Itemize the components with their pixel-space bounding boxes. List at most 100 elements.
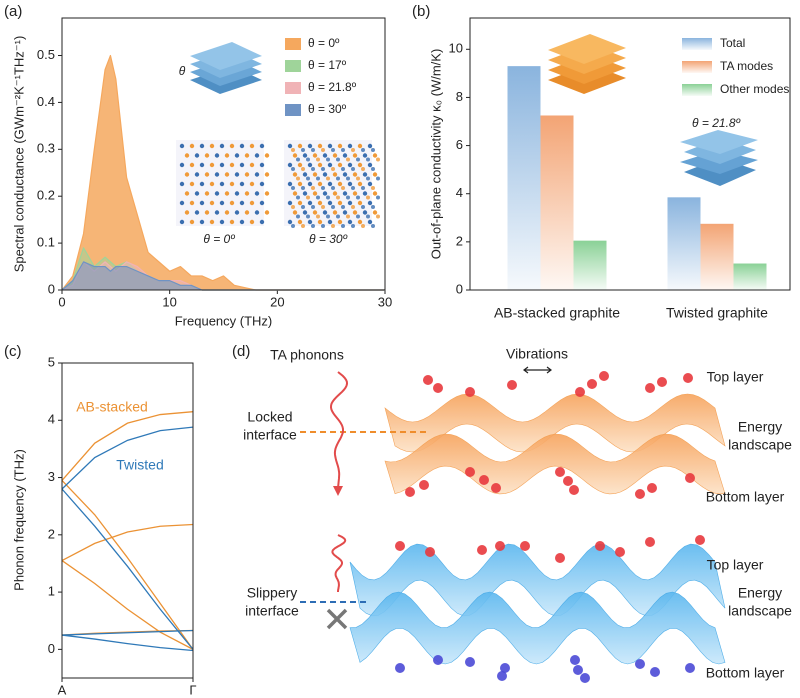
atom	[189, 200, 195, 206]
atom	[259, 143, 265, 149]
diagram-label: landscape	[728, 603, 792, 619]
atom	[307, 162, 313, 168]
atom	[244, 191, 250, 196]
atom	[317, 219, 323, 225]
atom	[297, 143, 303, 149]
atom	[316, 195, 320, 200]
x-tick-label: 0	[58, 294, 65, 309]
legend-swatch	[682, 84, 712, 96]
y-tick-label: 0.4	[37, 94, 55, 109]
y-tick-label: 3	[48, 469, 55, 484]
dispersion-branch	[61, 629, 194, 636]
atom	[357, 200, 363, 206]
atom	[322, 153, 328, 158]
atom	[292, 191, 298, 196]
legend-label: θ = 30º	[308, 102, 347, 116]
y-tick-label: 0	[48, 641, 55, 656]
atom	[361, 186, 365, 190]
atom	[214, 153, 220, 158]
atom	[465, 467, 475, 477]
atom	[296, 157, 300, 162]
atom	[372, 172, 378, 177]
atom	[362, 210, 368, 215]
atom	[327, 143, 333, 149]
atom	[367, 200, 373, 206]
atom	[352, 191, 358, 196]
atom	[362, 153, 368, 158]
atom	[376, 176, 380, 181]
atom	[219, 200, 225, 206]
atom	[312, 210, 318, 215]
atom	[341, 186, 345, 190]
atom	[239, 143, 245, 149]
atom	[179, 162, 185, 168]
atom	[366, 157, 370, 162]
atom	[311, 186, 315, 190]
atom	[366, 195, 370, 200]
atom	[306, 195, 310, 200]
series-label: AB-stacked	[76, 399, 148, 415]
atom	[342, 172, 348, 177]
atom	[337, 200, 343, 206]
atom	[194, 153, 200, 158]
x-tick-label: A	[58, 682, 67, 697]
atom	[342, 210, 348, 215]
atom	[395, 663, 405, 673]
atom	[317, 181, 323, 187]
atom	[351, 148, 355, 152]
atom	[209, 181, 215, 187]
plot-frame	[61, 17, 386, 291]
atom	[291, 186, 295, 190]
atom	[249, 200, 255, 206]
y-axis-label: Out-of-plane conductivity κ₀ (W/m/K)	[428, 49, 443, 260]
dispersion-branch	[61, 634, 194, 652]
atom	[367, 219, 373, 225]
atom	[209, 162, 215, 168]
atom	[317, 200, 323, 206]
atom	[259, 181, 265, 187]
atom	[321, 186, 325, 190]
atom	[367, 181, 373, 187]
atom	[184, 172, 190, 177]
atom	[331, 186, 335, 190]
atom	[204, 210, 210, 215]
atom	[292, 153, 298, 158]
atom	[685, 663, 695, 673]
atom	[311, 205, 315, 209]
atom	[254, 191, 260, 196]
atom	[341, 205, 345, 209]
atom	[332, 210, 338, 215]
dispersion-branch	[61, 488, 194, 650]
atom	[219, 181, 225, 187]
diagram-label: landscape	[728, 437, 792, 453]
atom	[229, 200, 235, 206]
atom	[194, 172, 200, 177]
atom	[239, 219, 245, 225]
atom	[291, 224, 295, 228]
atom	[366, 176, 370, 181]
atom	[301, 224, 305, 228]
atom	[311, 224, 315, 228]
atom	[306, 157, 310, 162]
atom	[357, 143, 363, 149]
atom	[337, 143, 343, 149]
panel-label: (a)	[4, 3, 22, 20]
atom	[184, 153, 190, 158]
y-tick-label: 10	[449, 41, 463, 56]
diagram-label: Bottom layer	[706, 489, 785, 505]
atom	[327, 200, 333, 206]
atom	[376, 195, 380, 200]
bar	[700, 223, 734, 290]
atom	[307, 181, 313, 187]
atom	[351, 167, 355, 171]
atom	[291, 148, 295, 152]
atom	[326, 214, 330, 219]
atom	[292, 172, 298, 177]
atom	[316, 214, 320, 219]
x-axis-label: Frequency (THz)	[175, 313, 273, 328]
atom	[479, 475, 489, 485]
diagram-label: Locked	[247, 409, 292, 425]
diagram-label: interface	[243, 427, 297, 443]
atom	[346, 214, 350, 219]
atom	[371, 167, 375, 171]
